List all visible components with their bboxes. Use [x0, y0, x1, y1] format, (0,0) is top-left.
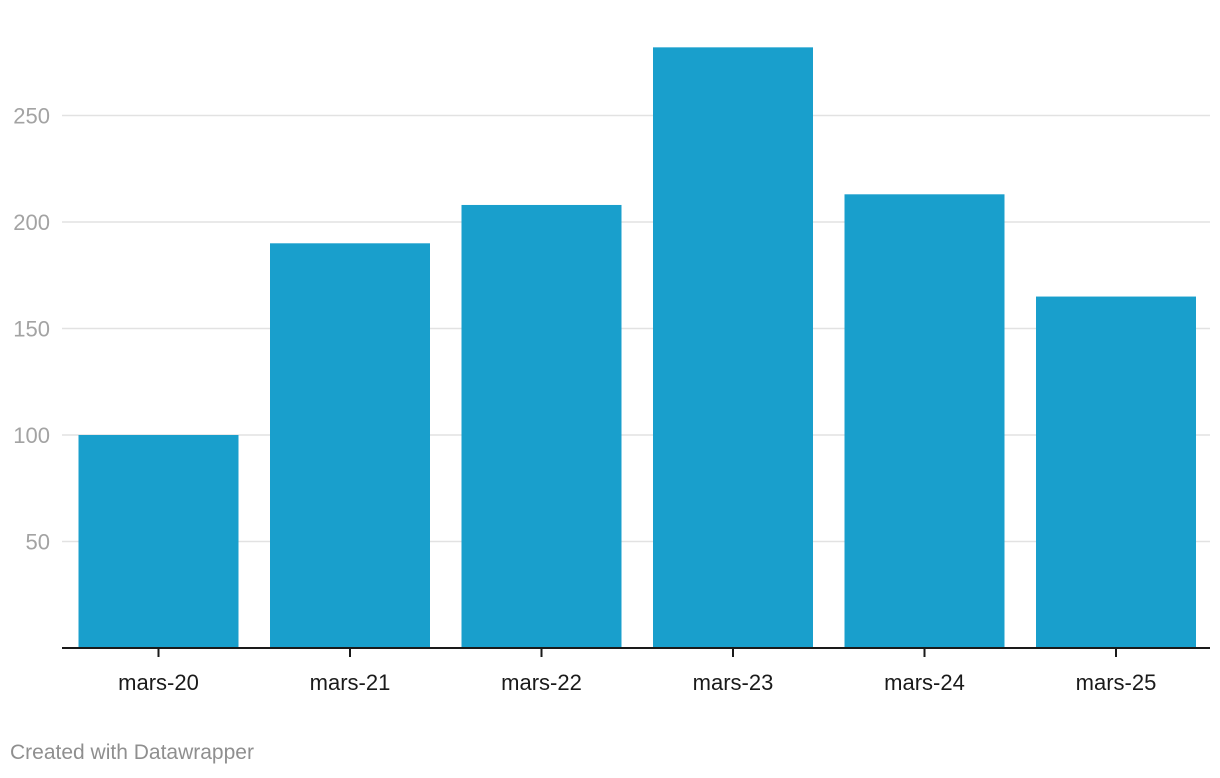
y-tick-label: 200: [13, 210, 50, 235]
bar-mars-25: [1036, 296, 1196, 648]
x-tick-label: mars-21: [310, 670, 391, 695]
y-tick-label: 100: [13, 423, 50, 448]
bar-mars-21: [270, 243, 430, 649]
datawrapper-credit: Created with Datawrapper: [10, 741, 254, 764]
x-axis-ticks: mars-20 mars-21 mars-22 mars-23 mars-24 mars-…: [118, 648, 1156, 695]
x-tick-label: mars-22: [501, 670, 582, 695]
x-tick-label: mars-20: [118, 670, 199, 695]
x-tick-label: mars-23: [693, 670, 774, 695]
y-tick-label: 150: [13, 317, 50, 342]
y-tick-label: 50: [26, 530, 50, 555]
bar-mars-22: [461, 204, 622, 648]
gridlines: 50 100 150 200 250: [13, 104, 1210, 555]
x-tick-label: mars-24: [884, 670, 965, 695]
bar-mars-23: [653, 47, 813, 648]
bar-mars-24: [844, 194, 1005, 648]
bar-mars-20: [78, 435, 239, 648]
y-tick-label: 250: [13, 104, 50, 129]
x-tick-label: mars-25: [1076, 670, 1157, 695]
bars: [78, 47, 1196, 649]
